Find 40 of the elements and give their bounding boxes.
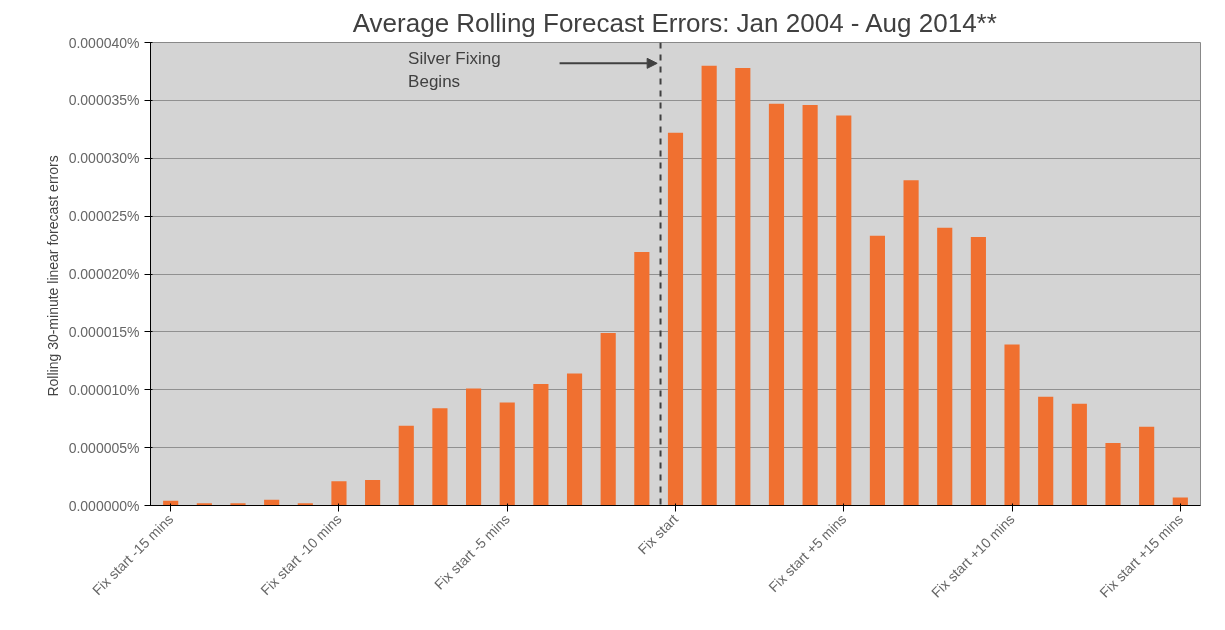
bar — [768, 103, 785, 506]
y-tick-label: 0.000040% — [68, 34, 140, 51]
bar — [735, 67, 751, 506]
y-tick-label: 0.000005% — [68, 439, 140, 456]
bar — [869, 235, 885, 506]
bar — [230, 503, 246, 506]
bar — [937, 227, 953, 506]
bar — [1105, 442, 1121, 506]
y-tick-label: 0.000000% — [68, 497, 140, 514]
bar — [802, 105, 818, 506]
bar — [600, 333, 616, 506]
y-tick-label: 0.000035% — [68, 92, 140, 109]
y-tick-label: 0.000025% — [68, 208, 140, 225]
x-tick-label: Fix start — [634, 510, 682, 558]
y-tick-label: 0.000015% — [68, 323, 140, 340]
bar — [667, 132, 684, 506]
bar — [1071, 403, 1087, 506]
bar — [1172, 497, 1188, 506]
bar — [1139, 426, 1155, 506]
y-tick-label: 0.000020% — [68, 266, 140, 282]
y-axis-title: Rolling 30-minute linear forecast errors — [44, 155, 61, 397]
bar — [499, 402, 515, 506]
chart-title: Average Rolling Forecast Errors: Jan 2004 - Aug 2014** — [352, 7, 997, 38]
bar — [331, 481, 347, 506]
bar — [634, 252, 650, 506]
bar — [1038, 396, 1054, 506]
bar — [701, 65, 717, 506]
y-tick-label: 0.000010% — [68, 381, 140, 398]
bar — [466, 388, 482, 506]
bar — [365, 480, 381, 506]
bar — [432, 408, 448, 506]
bar — [970, 236, 986, 506]
bar — [398, 425, 414, 506]
bar — [836, 115, 852, 506]
bar — [1004, 344, 1020, 506]
ref-line-label: Silver Fixing Begins — [408, 49, 501, 92]
bar — [533, 383, 549, 506]
bar — [566, 373, 583, 506]
bar — [903, 180, 919, 506]
y-tick-label: 0.000030% — [68, 150, 140, 167]
